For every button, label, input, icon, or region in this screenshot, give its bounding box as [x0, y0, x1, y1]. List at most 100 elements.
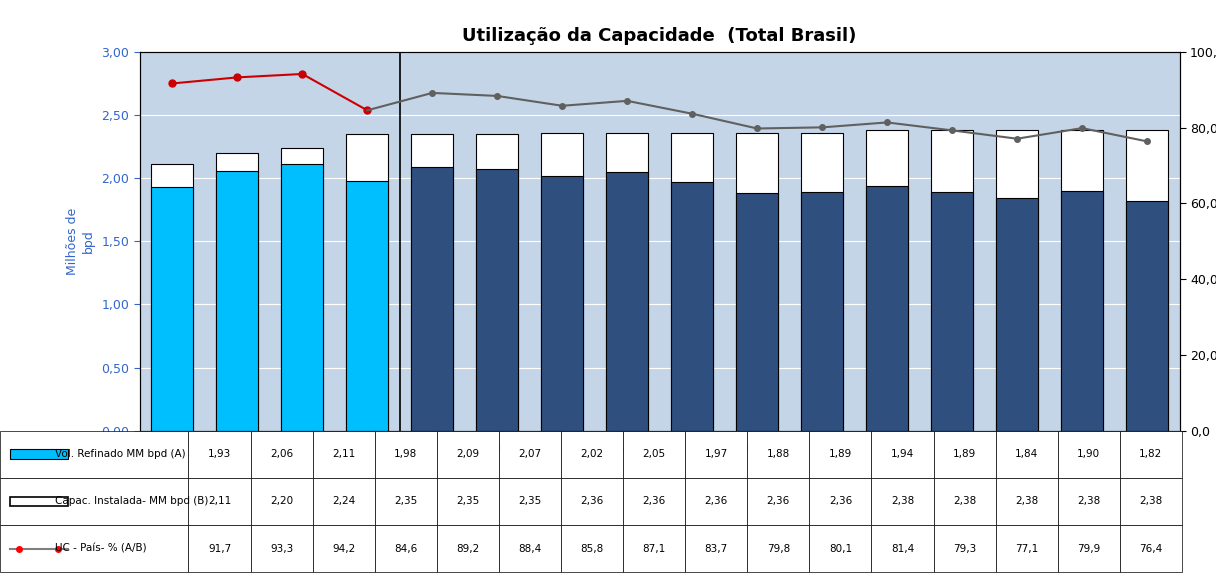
Text: 2,35: 2,35	[456, 497, 479, 506]
Text: 2,38: 2,38	[1015, 497, 1038, 506]
Bar	[561, 525, 623, 572]
Text: 1,88: 1,88	[767, 449, 790, 459]
Bar	[1060, 191, 1103, 431]
Text: 1,97: 1,97	[704, 449, 728, 459]
Bar	[810, 525, 872, 572]
Bar	[606, 172, 648, 431]
Bar	[1126, 130, 1169, 431]
Bar	[411, 134, 454, 431]
Bar	[188, 478, 250, 525]
Bar	[477, 134, 518, 431]
Title: Utilização da Capacidade  (Total Brasil): Utilização da Capacidade (Total Brasil)	[462, 27, 857, 45]
Bar	[561, 478, 623, 525]
Bar	[250, 478, 313, 525]
Bar	[866, 130, 908, 431]
Bar	[541, 176, 584, 431]
Y-axis label: Milhões de
bpd: Milhões de bpd	[67, 208, 95, 275]
Bar	[996, 198, 1038, 431]
Text: 2,38: 2,38	[1139, 497, 1162, 506]
Text: 77,1: 77,1	[1015, 543, 1038, 554]
Bar	[437, 525, 499, 572]
Bar	[931, 192, 973, 431]
Text: 2,11: 2,11	[332, 449, 355, 459]
Text: 2,36: 2,36	[642, 497, 666, 506]
Bar	[375, 478, 437, 525]
Text: 2,38: 2,38	[1077, 497, 1100, 506]
Bar	[1120, 431, 1182, 478]
Bar	[934, 478, 996, 525]
Bar	[606, 133, 648, 431]
Bar	[477, 169, 518, 431]
Bar	[996, 525, 1058, 572]
Bar	[872, 478, 934, 525]
Bar	[313, 431, 375, 478]
Text: 1,93: 1,93	[208, 449, 231, 459]
Bar	[347, 134, 388, 431]
Bar	[931, 130, 973, 431]
Bar	[810, 431, 872, 478]
Text: 1,84: 1,84	[1015, 449, 1038, 459]
Bar	[151, 187, 193, 431]
Text: 2,02: 2,02	[580, 449, 603, 459]
Text: 2,38: 2,38	[953, 497, 976, 506]
Bar	[151, 164, 193, 431]
Text: 2,36: 2,36	[767, 497, 790, 506]
Text: 2,36: 2,36	[829, 497, 852, 506]
Text: 2,05: 2,05	[642, 449, 665, 459]
Bar	[313, 525, 375, 572]
Text: 84,6: 84,6	[394, 543, 417, 554]
Bar	[996, 478, 1058, 525]
Bar	[934, 525, 996, 572]
Text: 88,4: 88,4	[518, 543, 541, 554]
Bar	[499, 478, 561, 525]
Bar	[801, 192, 843, 431]
Bar	[686, 478, 748, 525]
Bar	[313, 478, 375, 525]
Bar	[623, 525, 686, 572]
Bar	[1058, 478, 1120, 525]
Bar	[1058, 525, 1120, 572]
Text: 2,06: 2,06	[270, 449, 293, 459]
Text: 2,09: 2,09	[456, 449, 479, 459]
Text: 2,24: 2,24	[332, 497, 355, 506]
Bar	[216, 153, 259, 431]
Bar	[281, 148, 323, 431]
Bar	[872, 431, 934, 478]
Bar	[499, 431, 561, 478]
Bar	[541, 133, 584, 431]
Text: UC - País- % (A/B): UC - País- % (A/B)	[55, 543, 146, 554]
Text: 81,4: 81,4	[891, 543, 914, 554]
Bar	[499, 525, 561, 572]
Text: 2,07: 2,07	[518, 449, 541, 459]
Text: 1,90: 1,90	[1077, 449, 1100, 459]
Bar	[801, 133, 843, 431]
Bar	[686, 431, 748, 478]
Text: 1,94: 1,94	[891, 449, 914, 459]
Bar	[1126, 201, 1169, 431]
Bar	[1120, 478, 1182, 525]
Bar	[188, 431, 250, 478]
Bar	[1060, 130, 1103, 431]
Text: 1,98: 1,98	[394, 449, 417, 459]
Bar	[437, 478, 499, 525]
Text: Vol. Refinado MM bpd (A): Vol. Refinado MM bpd (A)	[55, 449, 185, 459]
Bar	[250, 525, 313, 572]
Bar	[0, 478, 188, 525]
Bar	[996, 431, 1058, 478]
Text: 76,4: 76,4	[1139, 543, 1162, 554]
Text: 80,1: 80,1	[829, 543, 852, 554]
Text: 2,36: 2,36	[704, 497, 728, 506]
Text: 79,9: 79,9	[1077, 543, 1100, 554]
Bar	[0, 431, 188, 478]
Bar	[561, 431, 623, 478]
Text: 2,35: 2,35	[518, 497, 541, 506]
Text: 87,1: 87,1	[642, 543, 666, 554]
Text: 94,2: 94,2	[332, 543, 355, 554]
Bar	[188, 525, 250, 572]
Bar	[623, 431, 686, 478]
Bar	[736, 133, 778, 431]
Bar	[736, 194, 778, 431]
Bar	[1120, 525, 1182, 572]
Bar	[872, 525, 934, 572]
Text: 93,3: 93,3	[270, 543, 293, 554]
